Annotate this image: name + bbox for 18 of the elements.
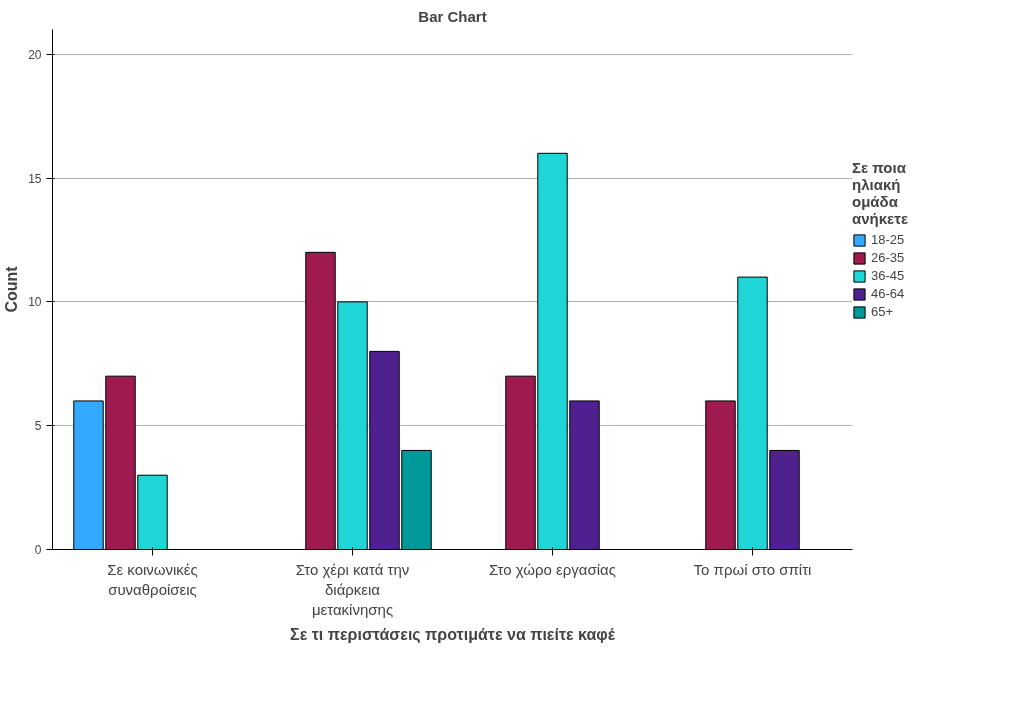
y-tick-label: 0 [34,543,42,557]
chart-title: Bar Chart [418,7,487,25]
x-axis-title: Σε τι περιστάσεις προτιμάτε να πιείτε καφέ [290,626,616,645]
x-tick-label: Σε κοινωνικές συναθροίσεις [107,560,198,598]
x-tick-label: Το πρωί στο σπίτι [693,560,812,578]
legend-label: 36-45 [871,268,905,283]
y-tick-label: 10 [28,295,42,310]
legend-title: Σε ποια ηλιακή ομάδα ανήκετε [852,159,909,227]
legend-label: 26-35 [871,250,905,265]
y-tick-label: 15 [28,171,42,186]
legend-label: 46-64 [871,286,905,301]
legend-label: 65+ [871,304,894,319]
legend-label: 18-25 [871,232,905,247]
y-axis-title: Count [3,265,21,313]
y-tick-label: 20 [28,47,42,62]
x-tick-label: Στο χώρο εργασίας [489,560,616,578]
y-tick-label: 5 [34,419,42,434]
x-tick-label: Στο χέρι κατά την διάρκεια μετακίνησης [295,560,410,619]
